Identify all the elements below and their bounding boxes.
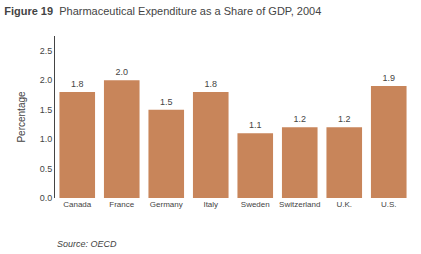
svg-text:Percentage: Percentage [16,91,27,143]
svg-text:1.2: 1.2 [293,114,306,124]
svg-text:Canada: Canada [63,200,92,209]
svg-text:2.5: 2.5 [40,46,53,56]
svg-text:1.2: 1.2 [338,114,351,124]
svg-text:Source: OECD: Source: OECD [57,239,117,249]
svg-text:1.0: 1.0 [40,134,53,144]
svg-text:1.1: 1.1 [249,120,262,130]
svg-text:1.8: 1.8 [204,79,217,89]
svg-text:1.5: 1.5 [40,105,53,115]
svg-text:0.0: 0.0 [40,193,53,203]
svg-text:France: France [109,200,134,209]
svg-text:Germany: Germany [150,200,183,209]
svg-text:Figure 19 Pharmaceutical Expe: Figure 19 Pharmaceutical Expenditure as … [4,5,321,17]
svg-text:U.K.: U.K. [336,200,352,209]
svg-text:1.9: 1.9 [382,73,395,83]
svg-text:Italy: Italy [203,200,218,209]
svg-text:1.8: 1.8 [71,79,84,89]
svg-text:2.0: 2.0 [40,75,53,85]
svg-text:Sweden: Sweden [241,200,270,209]
svg-text:2.0: 2.0 [115,67,128,77]
svg-text:0.5: 0.5 [40,164,53,174]
svg-text:Switzerland: Switzerland [279,200,320,209]
svg-text:1.5: 1.5 [160,97,173,107]
svg-text:U.S.: U.S. [381,200,397,209]
